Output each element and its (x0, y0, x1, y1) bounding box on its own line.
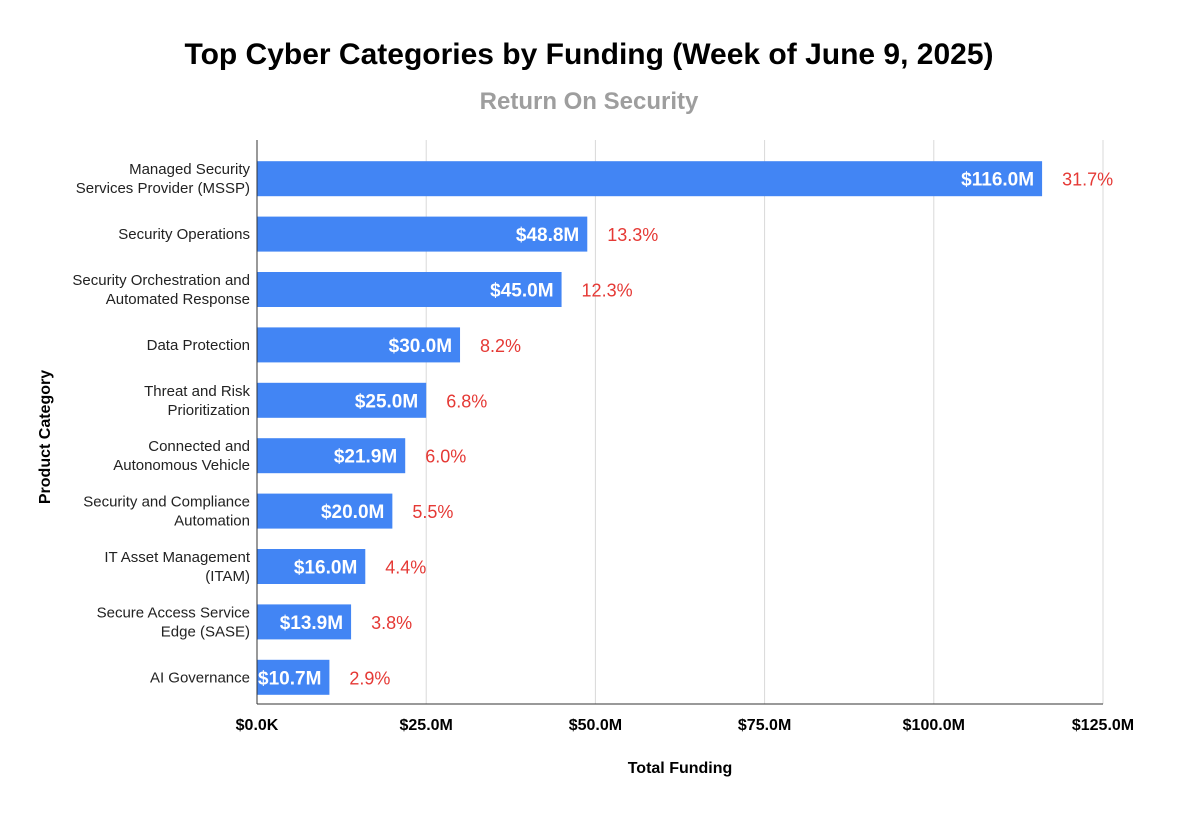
bar-percent-label: 31.7% (1062, 170, 1113, 190)
chart-subtitle: Return On Security (479, 88, 699, 115)
chart-title: Top Cyber Categories by Funding (Week of… (184, 38, 994, 71)
category-label-line: Connected and (148, 438, 250, 455)
category-label-line: Security Orchestration and (72, 272, 250, 289)
bar-percent-label: 2.9% (349, 668, 390, 688)
bar (257, 327, 461, 363)
category-label-line: Services Provider (MSSP) (76, 180, 250, 197)
bar-value-label: $13.9M (280, 613, 343, 634)
category-label: Connected and Autonomous Vehicle (113, 438, 250, 474)
category-label: Managed Security Services Provider (MSSP) (76, 161, 251, 197)
bar (257, 659, 330, 695)
category-label: Data Protection (147, 337, 250, 354)
x-axis-title: Total Funding (628, 760, 733, 777)
bar-value-label: $21.9M (334, 447, 397, 468)
bar-value-label: $16.0M (294, 558, 357, 579)
bar-value-label: $25.0M (355, 391, 418, 412)
bar (257, 493, 393, 529)
category-label-line: Automated Response (106, 291, 250, 308)
bar-percent-label: 4.4% (385, 558, 426, 578)
bar-value-label: $20.0M (321, 502, 384, 523)
bar (257, 216, 588, 252)
bar-percent-label: 8.2% (480, 336, 521, 356)
bar (257, 272, 562, 307)
x-tick-label: $75.0M (738, 717, 791, 734)
bar (257, 604, 352, 640)
bar (257, 438, 406, 474)
category-label: Security and Compliance Automation (83, 494, 250, 530)
category-label-line: Data Protection (147, 337, 250, 354)
bar-percent-label: 5.5% (412, 502, 453, 522)
bar-value-label: $30.0M (389, 336, 452, 357)
y-axis-title: Product Category (37, 370, 54, 504)
category-label-line: Edge (SASE) (161, 623, 250, 640)
bar-value-label: $48.8M (516, 225, 579, 246)
category-label: IT Asset Management (ITAM) (104, 549, 250, 585)
category-label: Security Orchestration and Automated Resp… (72, 272, 250, 308)
category-label-line: Autonomous Vehicle (113, 457, 250, 474)
bar-value-label: $45.0M (490, 281, 553, 302)
bar (257, 382, 427, 418)
x-tick-label: $125.0M (1072, 717, 1134, 734)
bar-percent-label: 3.8% (371, 613, 412, 633)
bar (257, 161, 1043, 197)
category-label: Threat and Risk Prioritization (144, 383, 250, 419)
category-label-line: (ITAM) (205, 568, 250, 585)
x-tick-label: $0.0K (236, 717, 279, 734)
category-label: Security Operations (118, 226, 250, 243)
bar-value-label: $116.0M (961, 170, 1034, 191)
category-label-line: Security and Compliance (83, 494, 250, 511)
category-label-line: Security Operations (118, 226, 250, 243)
bar-percent-label: 12.3% (582, 281, 633, 301)
category-label-line: Prioritization (167, 402, 250, 419)
bar (257, 549, 366, 584)
x-tick-label: $50.0M (569, 717, 622, 734)
axes: $0.0K $25.0M $50.0M $75.0M $100.0M $125.0M (236, 140, 1134, 734)
category-label-line: Managed Security (129, 161, 250, 178)
labels: $116.0M 31.7% Managed Security Services Pro… (72, 161, 1113, 689)
bar-percent-label: 6.8% (446, 391, 487, 411)
bar-value-label: $10.7M (258, 668, 321, 689)
bar-percent-label: 6.0% (425, 447, 466, 467)
category-label: Secure Access Service Edge (SASE) (97, 604, 250, 640)
bars (257, 161, 1043, 695)
category-label-line: AI Governance (150, 669, 250, 686)
category-label-line: Automation (174, 513, 250, 530)
category-label-line: Threat and Risk (144, 383, 250, 400)
category-label: AI Governance (150, 669, 250, 686)
category-label-line: IT Asset Management (104, 549, 250, 566)
x-tick-label: $25.0M (400, 717, 453, 734)
bar-percent-label: 13.3% (607, 225, 658, 245)
category-label-line: Secure Access Service (97, 604, 250, 621)
x-tick-label: $100.0M (903, 717, 965, 734)
